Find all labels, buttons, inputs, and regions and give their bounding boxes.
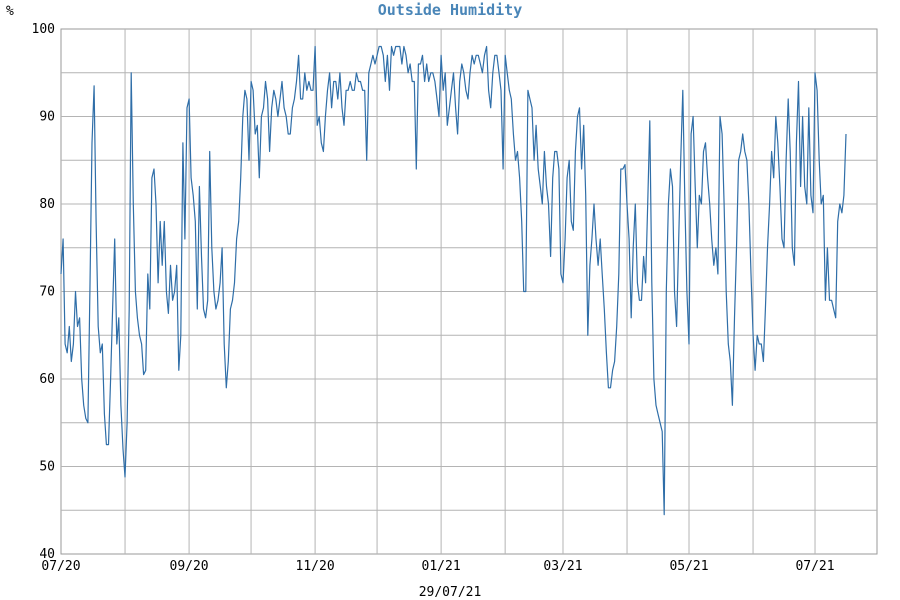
y-tick-label: 100 [32,22,55,37]
x-tick-label: 07/21 [795,559,834,574]
x-axis-ticks: 07/20 09/20 11/20 01/21 03/21 05/21 07/21 [41,559,834,574]
y-tick-label: 90 [39,110,55,125]
humidity-series-line [60,45,847,516]
x-tick-label: 09/20 [170,559,209,574]
y-tick-label: 80 [39,197,55,212]
y-tick-label: 70 [39,285,55,300]
x-tick-label: 11/20 [296,559,335,574]
y-tick-label: 50 [39,460,55,475]
grid [61,29,877,554]
x-tick-label: 07/20 [41,559,80,574]
y-axis-label: % [6,4,14,19]
y-tick-label: 40 [39,547,55,562]
x-tick-label: 01/21 [422,559,461,574]
x-tick-label: 05/21 [669,559,708,574]
chart-title: Outside Humidity [378,1,523,19]
x-tick-label: 03/21 [543,559,582,574]
y-tick-label: 60 [39,372,55,387]
x-axis-label: 29/07/21 [419,585,482,600]
y-axis-ticks: 40 50 60 70 80 90 100 [32,22,55,562]
